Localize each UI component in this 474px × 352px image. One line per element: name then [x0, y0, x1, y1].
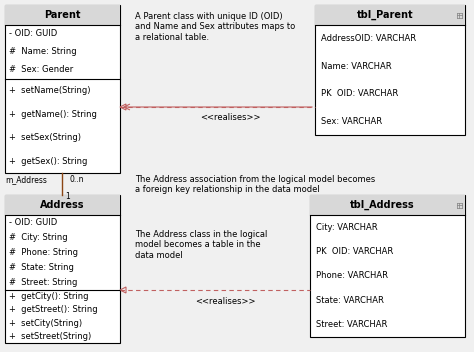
Text: #  Phone: String: # Phone: String — [9, 248, 78, 257]
Text: #  Name: String: # Name: String — [9, 48, 77, 57]
Text: A Parent class with unique ID (OID)
and Name and Sex attributes maps to
a relati: A Parent class with unique ID (OID) and … — [135, 12, 295, 42]
Text: The Address association from the logical model becomes
a foreign key relationshi: The Address association from the logical… — [135, 175, 375, 194]
Text: +  setName(String): + setName(String) — [9, 86, 91, 95]
Text: +  setCity(String): + setCity(String) — [9, 319, 82, 328]
Text: +  getStreet(): String: + getStreet(): String — [9, 306, 98, 314]
Text: Street: VARCHAR: Street: VARCHAR — [316, 320, 387, 329]
Text: 1: 1 — [65, 192, 70, 201]
Text: <<realises>>: <<realises>> — [200, 113, 260, 122]
Text: The Address class in the logical
model becomes a table in the
data model: The Address class in the logical model b… — [135, 230, 267, 260]
Text: Sex: VARCHAR: Sex: VARCHAR — [321, 117, 382, 126]
Bar — [5, 5, 120, 173]
Text: State: VARCHAR: State: VARCHAR — [316, 296, 384, 305]
Text: City: VARCHAR: City: VARCHAR — [316, 223, 378, 232]
Text: +  getSex(): String: + getSex(): String — [9, 157, 87, 166]
Text: Parent: Parent — [44, 10, 81, 20]
Text: #  Sex: Gender: # Sex: Gender — [9, 65, 73, 75]
Text: Name: VARCHAR: Name: VARCHAR — [321, 62, 392, 71]
Text: Phone: VARCHAR: Phone: VARCHAR — [316, 271, 388, 281]
Bar — [5, 5, 120, 25]
Text: - OID: GUID: - OID: GUID — [9, 218, 57, 227]
Bar — [315, 5, 465, 25]
Text: +  getCity(): String: + getCity(): String — [9, 292, 89, 301]
Text: #  Street: String: # Street: String — [9, 278, 77, 287]
Text: 0..n: 0..n — [70, 175, 84, 184]
Text: AddressOID: VARCHAR: AddressOID: VARCHAR — [321, 34, 416, 43]
Text: tbl_Address: tbl_Address — [350, 200, 415, 210]
Text: m_Address: m_Address — [5, 175, 47, 184]
Bar — [5, 195, 120, 343]
Text: tbl_Parent: tbl_Parent — [357, 10, 413, 20]
Text: - OID: GUID: - OID: GUID — [9, 30, 57, 38]
Text: +  setStreet(String): + setStreet(String) — [9, 332, 91, 341]
Text: Address: Address — [40, 200, 85, 210]
Text: PK  OID: VARCHAR: PK OID: VARCHAR — [316, 247, 393, 256]
Text: PK  OID: VARCHAR: PK OID: VARCHAR — [321, 89, 398, 98]
Bar — [310, 195, 465, 337]
Text: #  State: String: # State: String — [9, 263, 74, 272]
Text: #  City: String: # City: String — [9, 233, 68, 242]
Text: +  getName(): String: + getName(): String — [9, 110, 97, 119]
Text: +  setSex(String): + setSex(String) — [9, 133, 81, 142]
Text: <<realises>>: <<realises>> — [195, 297, 255, 307]
Bar — [315, 5, 465, 135]
Bar — [5, 195, 120, 215]
Bar — [310, 195, 465, 215]
